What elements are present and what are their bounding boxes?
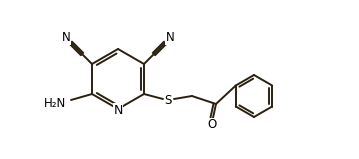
Text: O: O xyxy=(208,118,216,131)
Text: N: N xyxy=(61,31,70,44)
Text: N: N xyxy=(166,31,174,44)
Text: H₂N: H₂N xyxy=(44,97,66,110)
Text: N: N xyxy=(113,104,123,117)
Text: S: S xyxy=(164,93,172,107)
